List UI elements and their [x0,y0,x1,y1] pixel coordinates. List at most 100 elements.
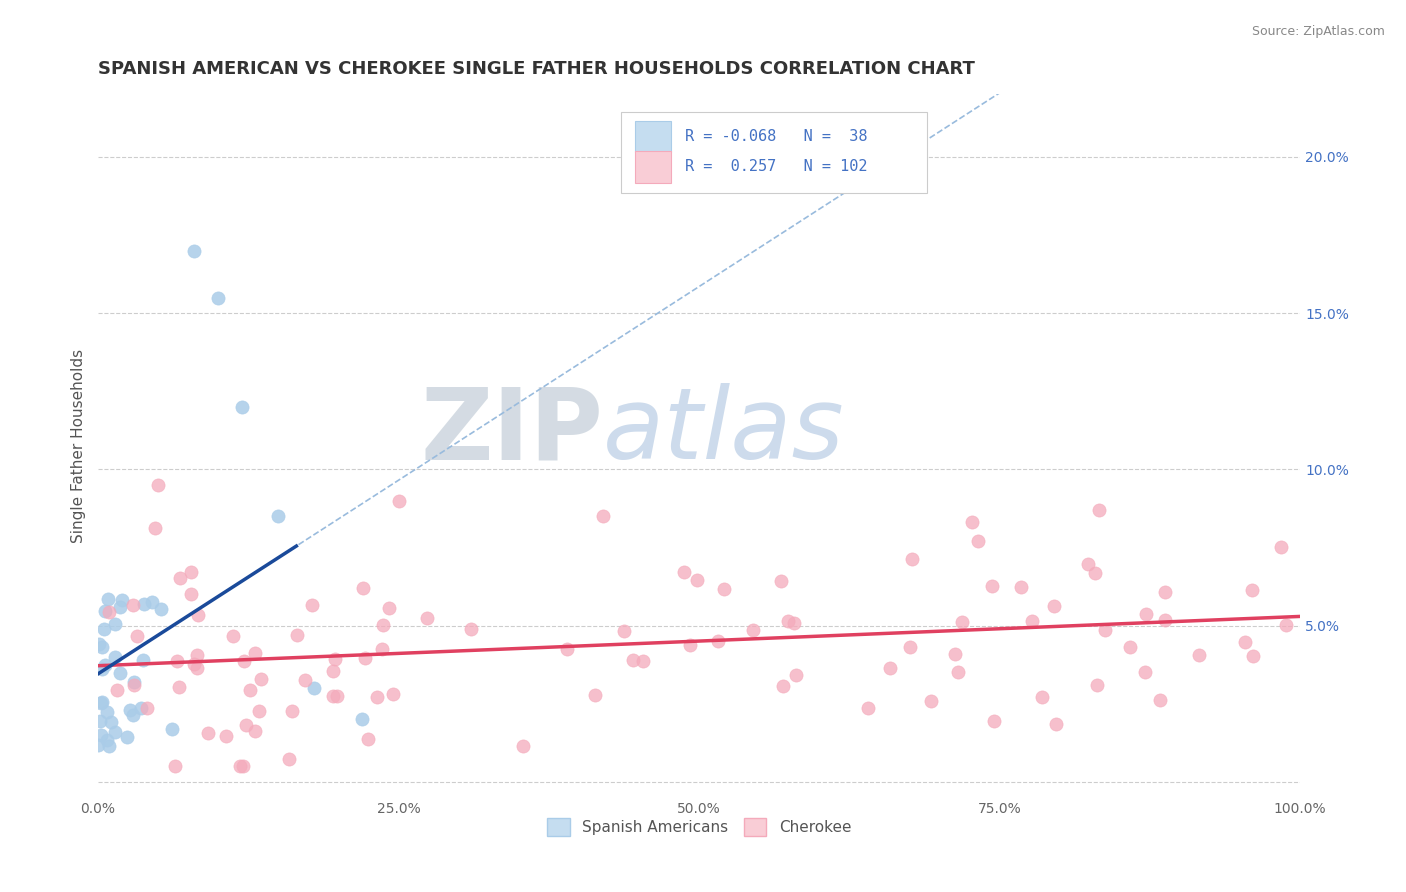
Point [772,679,794,693]
Point [352,581,374,595]
Point [267,509,290,524]
Point [122,678,145,692]
Point [93,623,115,637]
Point [229,759,252,773]
Point [326,690,349,704]
Point [354,651,377,665]
Point [243,723,266,738]
Point [686,573,709,587]
Text: R =  0.257   N = 102: R = 0.257 N = 102 [685,160,868,174]
Point [239,683,262,698]
Point [633,654,655,668]
Point [186,648,208,663]
Text: SPANISH AMERICAN VS CHEROKEE SINGLE FATHER HOUSEHOLDS CORRELATION CHART: SPANISH AMERICAN VS CHEROKEE SINGLE FATH… [98,60,974,78]
Point [235,718,257,732]
Point [122,598,145,612]
Point [967,534,990,549]
Point [222,629,245,643]
Point [898,640,921,655]
Point [87,738,110,752]
Point [129,701,152,715]
Point [150,601,173,615]
Point [555,642,578,657]
Point [96,705,118,719]
Point [920,694,942,708]
Point [371,618,394,632]
Point [97,739,120,753]
Point [207,291,229,305]
Point [713,582,735,597]
Point [879,661,901,675]
Point [1274,618,1296,632]
Point [183,244,205,258]
Point [94,604,117,618]
Point [1010,580,1032,594]
Point [169,571,191,585]
Point [1241,582,1264,597]
Point [110,666,132,681]
Point [1085,678,1108,692]
Point [167,680,190,694]
Point [97,592,120,607]
Point [858,701,880,715]
Point [621,653,644,667]
Point [357,732,380,747]
Point [98,605,121,619]
Point [943,647,966,661]
Point [108,599,131,614]
Point [387,493,409,508]
Point [1154,613,1177,627]
Point [322,690,344,704]
Point [769,574,792,588]
Point [613,624,636,638]
Point [160,722,183,736]
Point [127,629,149,643]
Point [89,714,111,728]
Point [382,687,405,701]
Point [90,696,112,710]
Point [280,704,302,718]
Point [90,662,112,676]
Point [132,653,155,667]
Point [583,689,606,703]
Point [416,611,439,625]
Point [1241,648,1264,663]
Point [183,657,205,671]
Y-axis label: Single Father Households: Single Father Households [72,349,86,543]
Point [186,660,208,674]
Point [89,637,111,651]
Point [1094,624,1116,638]
Point [146,478,169,492]
Point [93,658,115,673]
Point [592,509,614,524]
Point [679,638,702,652]
Point [783,616,806,631]
Point [1077,558,1099,572]
Point [1234,635,1257,649]
Point [104,650,127,665]
Point [231,400,253,414]
Point [180,587,202,601]
FancyBboxPatch shape [636,151,672,183]
Point [294,673,316,688]
FancyBboxPatch shape [621,112,928,193]
Point [1031,690,1053,704]
FancyBboxPatch shape [636,120,672,153]
Point [90,728,112,742]
Point [90,695,112,709]
Point [136,701,159,715]
Point [180,565,202,579]
Point [1084,566,1107,580]
Point [120,703,142,717]
Text: atlas: atlas [603,384,845,481]
Point [322,665,344,679]
Point [104,724,127,739]
Point [215,729,238,743]
Text: R = -0.068   N =  38: R = -0.068 N = 38 [685,129,868,145]
Point [1119,640,1142,655]
Point [371,642,394,657]
Point [707,633,730,648]
Point [460,622,482,636]
Point [673,565,696,579]
Point [304,681,326,695]
